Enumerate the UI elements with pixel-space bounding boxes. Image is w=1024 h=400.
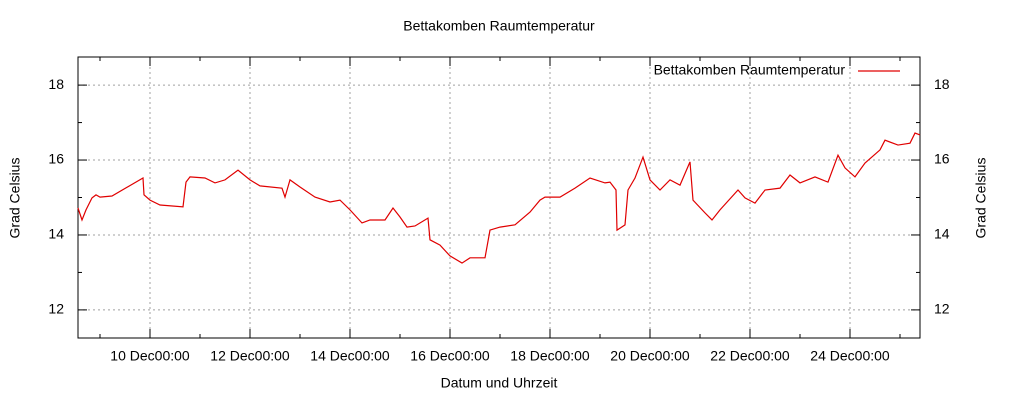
legend-label: Bettakomben Raumtemperatur [654, 62, 846, 78]
y2-tick-label: 18 [934, 76, 950, 92]
y-tick-label: 12 [48, 301, 64, 317]
y-tick-label: 18 [48, 76, 64, 92]
x-tick-label: 12 Dec00:00 [210, 348, 290, 364]
y2-tick-label: 12 [934, 301, 950, 317]
x-axis-label: Datum und Uhrzeit [441, 375, 558, 391]
x-tick-label: 20 Dec00:00 [610, 348, 690, 364]
data-line [77, 132, 921, 264]
x-tick-label: 14 Dec00:00 [310, 348, 390, 364]
x-tick-label: 18 Dec00:00 [510, 348, 590, 364]
x-tick-label: 10 Dec00:00 [110, 348, 190, 364]
x-tick-label: 24 Dec00:00 [810, 348, 890, 364]
y-axis-label: Grad Celsius [7, 158, 23, 239]
y2-axis-label: Grad Celsius [973, 158, 989, 239]
y2-tick-label: 14 [934, 226, 950, 242]
x-tick-label: 16 Dec00:00 [410, 348, 490, 364]
plot-frame [77, 56, 921, 339]
y2-tick-label: 16 [934, 151, 950, 167]
chart-title: Bettakomben Raumtemperatur [403, 18, 595, 34]
y-tick-label: 16 [48, 151, 64, 167]
y-tick-label: 14 [48, 226, 64, 242]
x-tick-label: 22 Dec00:00 [710, 348, 790, 364]
